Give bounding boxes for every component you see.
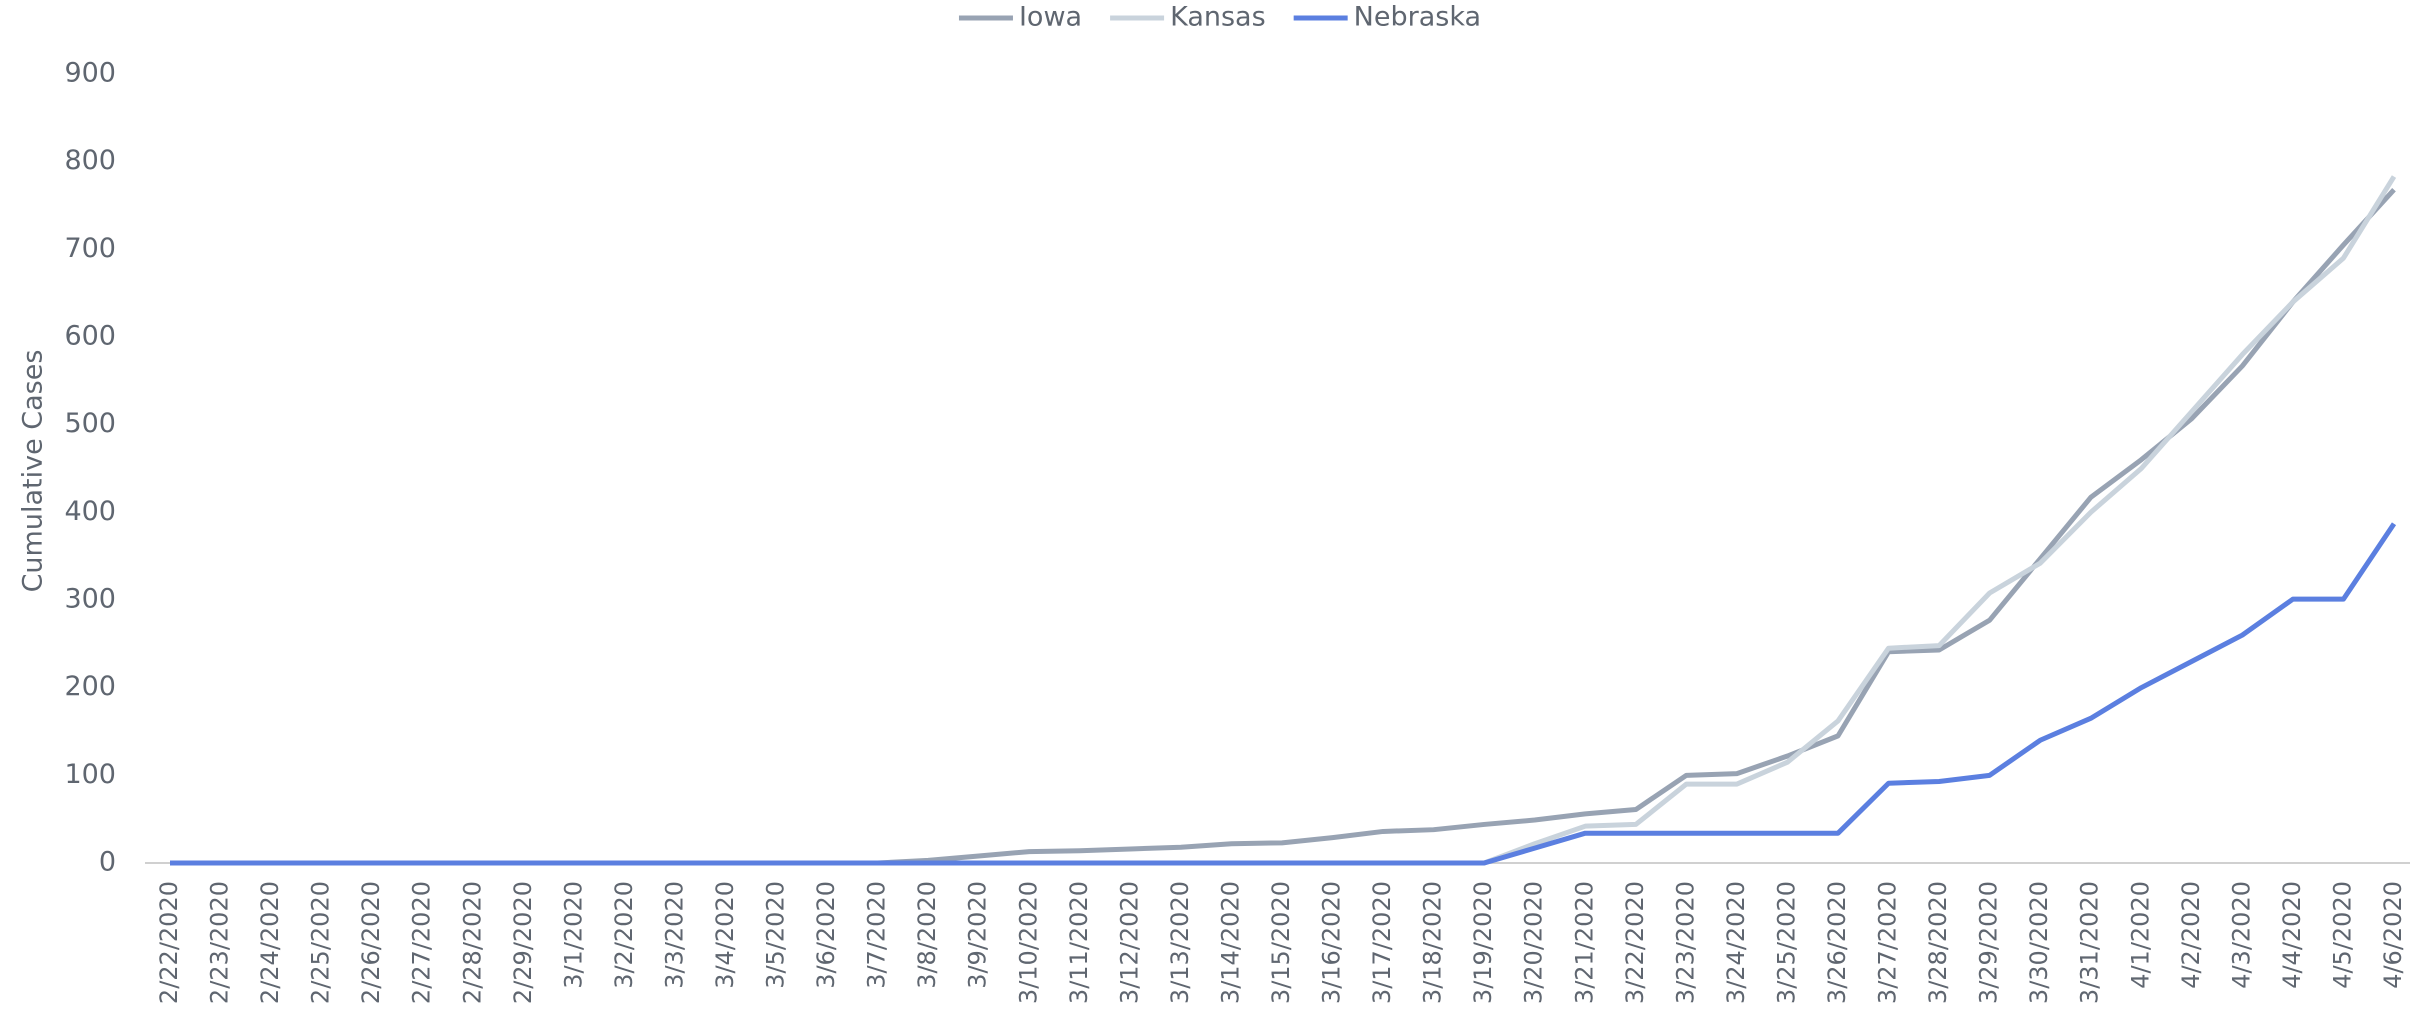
x-tick-label: 3/29/2020 [1975, 881, 2003, 1004]
y-tick-label: 0 [99, 847, 116, 878]
x-tick-label: 3/18/2020 [1419, 881, 1447, 1004]
x-tick-label: 3/28/2020 [1924, 881, 1952, 1004]
x-tick-label: 3/31/2020 [2076, 881, 2104, 1004]
y-tick-label: 200 [64, 671, 116, 702]
x-tick-label: 3/8/2020 [913, 881, 941, 989]
series-line [170, 175, 2397, 866]
legend: Iowa Kansas Nebraska [958, 2, 1481, 33]
y-axis-title: Cumulative Cases [18, 350, 49, 593]
x-tick-label: 3/12/2020 [1115, 881, 1143, 1004]
legend-label: Nebraska [1354, 2, 1481, 33]
x-tick-label: 4/4/2020 [2278, 881, 2306, 989]
x-tick-label: 2/28/2020 [458, 881, 486, 1004]
x-tick-label: 4/6/2020 [2379, 881, 2407, 989]
x-tick-label: 3/22/2020 [1621, 881, 1649, 1004]
y-tick-label: 300 [64, 584, 116, 615]
x-tick-label: 3/21/2020 [1570, 881, 1598, 1004]
series-line [170, 522, 2397, 866]
x-tick-label: 3/4/2020 [711, 881, 739, 989]
y-tick-label: 100 [64, 759, 116, 790]
x-tick-label: 4/2/2020 [2177, 881, 2205, 989]
x-tick-label: 3/25/2020 [1772, 881, 1800, 1004]
x-tick-label: 2/25/2020 [307, 881, 335, 1004]
y-tick-label: 900 [64, 58, 116, 89]
x-tick-label: 2/22/2020 [155, 881, 183, 1004]
x-tick-label: 4/3/2020 [2227, 881, 2255, 989]
x-tick-label: 3/20/2020 [1520, 881, 1548, 1004]
y-tick-label: 600 [64, 321, 116, 352]
x-tick-label: 4/1/2020 [2126, 881, 2154, 989]
y-tick-label: 700 [64, 233, 116, 264]
x-tick-label: 3/16/2020 [1318, 881, 1346, 1004]
x-tick-label: 3/26/2020 [1823, 881, 1851, 1004]
x-tick-label: 3/7/2020 [863, 881, 891, 989]
x-tick-label: 3/10/2020 [1014, 881, 1042, 1004]
x-tick-label: 3/24/2020 [1722, 881, 1750, 1004]
x-tick-label: 3/1/2020 [559, 881, 587, 989]
x-tick-label: 3/3/2020 [660, 881, 688, 989]
legend-label: Kansas [1170, 2, 1266, 33]
y-tick-label: 500 [64, 408, 116, 439]
x-tick-label: 3/14/2020 [1216, 881, 1244, 1004]
x-tick-label: 3/6/2020 [812, 881, 840, 989]
x-tick-label: 3/11/2020 [1065, 881, 1093, 1004]
x-tick-label: 3/27/2020 [1874, 881, 1902, 1004]
x-tick-label: 3/5/2020 [762, 881, 790, 989]
y-tick-label: 800 [64, 145, 116, 176]
x-tick-label: 3/2/2020 [610, 881, 638, 989]
legend-label: Iowa [1019, 2, 1082, 33]
x-tick-label: 3/23/2020 [1671, 881, 1699, 1004]
x-tick-label: 3/15/2020 [1267, 881, 1295, 1004]
x-tick-label: 2/23/2020 [206, 881, 234, 1004]
x-tick-label: 3/9/2020 [964, 881, 992, 989]
x-tick-label: 2/24/2020 [256, 881, 284, 1004]
x-tick-label: 3/19/2020 [1469, 881, 1497, 1004]
x-tick-label: 2/29/2020 [509, 881, 537, 1004]
x-tick-label: 3/30/2020 [2025, 881, 2053, 1004]
x-tick-label: 2/27/2020 [408, 881, 436, 1004]
y-tick-label: 400 [64, 496, 116, 527]
series-line [170, 188, 2396, 866]
x-tick-label: 2/26/2020 [357, 881, 385, 1004]
x-tick-label: 3/13/2020 [1166, 881, 1194, 1004]
x-tick-label: 4/5/2020 [2328, 881, 2356, 989]
x-tick-label: 3/17/2020 [1368, 881, 1396, 1004]
